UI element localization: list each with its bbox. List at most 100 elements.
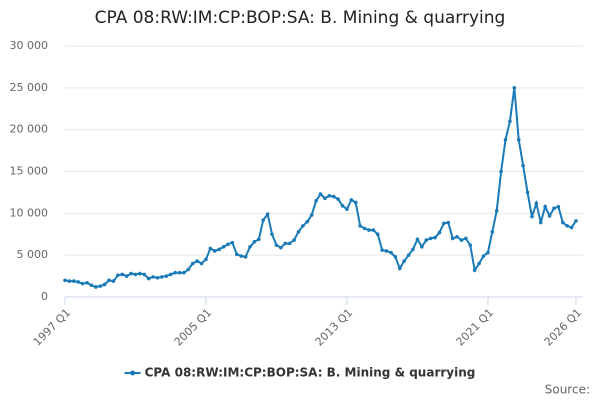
data-point bbox=[389, 250, 393, 255]
data-point bbox=[331, 194, 336, 199]
data-point bbox=[160, 275, 164, 279]
data-point bbox=[186, 267, 191, 272]
data-point bbox=[67, 279, 72, 283]
data-point bbox=[212, 249, 217, 253]
data-point bbox=[455, 234, 459, 239]
y-tick-label: 15 000 bbox=[10, 165, 49, 178]
data-point bbox=[116, 273, 120, 278]
data-point bbox=[248, 245, 252, 249]
data-point bbox=[433, 235, 437, 240]
data-point bbox=[190, 261, 195, 266]
data-point bbox=[292, 238, 296, 242]
data-point bbox=[340, 204, 345, 208]
data-point bbox=[446, 220, 451, 225]
data-point bbox=[261, 218, 266, 222]
data-point bbox=[547, 214, 552, 218]
data-point bbox=[76, 280, 81, 284]
data-point bbox=[428, 236, 433, 241]
data-point bbox=[129, 271, 133, 276]
data-point bbox=[314, 198, 318, 203]
data-point bbox=[279, 245, 283, 250]
data-point bbox=[283, 241, 288, 246]
x-tick-label: 2021 Q1 bbox=[454, 306, 497, 349]
data-point bbox=[512, 86, 517, 90]
data-point bbox=[503, 137, 508, 142]
data-point bbox=[371, 228, 376, 232]
data-point bbox=[345, 207, 349, 211]
data-point bbox=[195, 259, 199, 263]
data-point bbox=[481, 254, 486, 258]
data-point bbox=[173, 270, 177, 275]
data-point bbox=[155, 275, 160, 280]
data-point bbox=[508, 119, 512, 124]
data-point bbox=[274, 243, 279, 247]
data-point bbox=[380, 248, 384, 252]
data-point bbox=[142, 272, 147, 277]
data-point bbox=[204, 257, 208, 262]
data-point bbox=[494, 209, 499, 213]
data-point bbox=[565, 224, 569, 228]
data-point bbox=[477, 261, 481, 266]
data-point bbox=[490, 229, 495, 234]
data-point bbox=[107, 278, 111, 283]
data-point bbox=[499, 169, 503, 174]
data-point bbox=[89, 283, 94, 288]
data-point bbox=[534, 201, 539, 206]
data-point bbox=[349, 198, 354, 202]
y-tick-label: 20 000 bbox=[10, 123, 49, 136]
data-point bbox=[102, 282, 107, 287]
source: Source: bbox=[545, 383, 590, 397]
data-point bbox=[442, 221, 446, 226]
data-point bbox=[252, 239, 257, 244]
data-point bbox=[397, 266, 402, 271]
data-point bbox=[85, 280, 89, 285]
data-point bbox=[305, 219, 310, 224]
data-point bbox=[296, 229, 301, 234]
data-point bbox=[199, 261, 204, 266]
data-point bbox=[323, 196, 327, 201]
data-point bbox=[393, 255, 398, 259]
data-point bbox=[177, 270, 182, 275]
data-point bbox=[80, 281, 85, 286]
data-point bbox=[367, 228, 371, 232]
data-point bbox=[486, 250, 490, 255]
series-line bbox=[64, 87, 577, 288]
legend-label: CPA 08:RW:IM:CP:BOP:SA: B. Mining & quar… bbox=[145, 366, 476, 380]
data-point bbox=[552, 206, 556, 211]
x-tick-label: 2026 Q1 bbox=[542, 306, 585, 349]
y-tick-label: 25 000 bbox=[10, 81, 49, 94]
data-point bbox=[420, 245, 424, 249]
data-point bbox=[309, 213, 314, 217]
data-point bbox=[257, 237, 261, 242]
data-point bbox=[560, 220, 565, 225]
y-tick-label: 0 bbox=[41, 290, 48, 303]
data-point bbox=[530, 214, 534, 219]
legend-marker bbox=[130, 370, 136, 376]
data-point bbox=[318, 192, 323, 196]
data-point bbox=[221, 245, 226, 249]
data-point bbox=[72, 279, 76, 283]
data-point bbox=[208, 246, 213, 251]
data-point bbox=[450, 236, 455, 241]
data-point bbox=[301, 224, 305, 228]
data-point bbox=[243, 255, 248, 259]
data-point bbox=[424, 238, 429, 242]
chart-title: CPA 08:RW:IM:CP:BOP:SA: B. Mining & quar… bbox=[95, 8, 506, 28]
data-point bbox=[124, 274, 129, 278]
data-point bbox=[239, 254, 244, 258]
data-point bbox=[437, 230, 442, 235]
data-point bbox=[406, 253, 411, 257]
data-point bbox=[63, 278, 67, 283]
data-point bbox=[168, 272, 173, 277]
data-point bbox=[464, 236, 468, 241]
data-point bbox=[516, 137, 521, 142]
data-point bbox=[151, 275, 155, 279]
data-point bbox=[111, 279, 116, 283]
data-point bbox=[538, 220, 543, 225]
data-point bbox=[287, 241, 292, 246]
data-point bbox=[120, 272, 125, 277]
data-point bbox=[411, 247, 415, 252]
x-tick-label: 2005 Q1 bbox=[172, 306, 215, 349]
data-point bbox=[182, 270, 186, 275]
